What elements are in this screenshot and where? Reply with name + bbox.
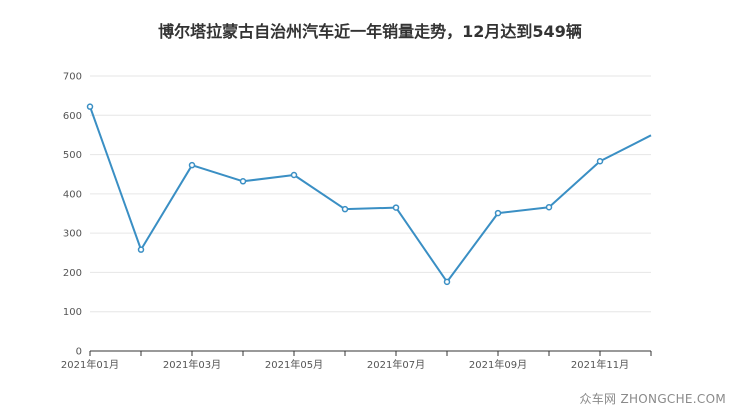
data-point <box>443 278 451 286</box>
y-tick-label: 500 <box>63 150 82 161</box>
x-tick-label: 2021年11月 <box>571 358 629 371</box>
x-tick-label: 2021年09月 <box>469 358 527 371</box>
data-point <box>494 209 502 217</box>
chart-title: 博尔塔拉蒙古自治州汽车近一年销量走势，12月达到549辆 <box>158 22 582 41</box>
data-point <box>341 205 349 213</box>
data-point <box>290 171 298 179</box>
data-point <box>392 204 400 211</box>
x-tick-label: 2021年01月 <box>61 358 119 371</box>
y-tick-label: 0 <box>76 347 82 358</box>
x-tick-label: 2021年07月 <box>367 358 425 371</box>
x-tick-label: 2021年03月 <box>163 358 221 371</box>
data-point <box>86 103 94 110</box>
y-tick-label: 100 <box>63 307 82 318</box>
y-tick-label: 700 <box>63 72 82 83</box>
y-tick-label: 400 <box>63 189 82 200</box>
data-point <box>596 158 604 165</box>
series-line <box>89 106 652 283</box>
y-tick-label: 200 <box>63 268 82 279</box>
y-tick-label: 300 <box>63 229 82 240</box>
data-point <box>188 161 196 169</box>
watermark: 众车网 ZHONGCHE.COM <box>579 392 726 406</box>
x-tick-label: 2021年05月 <box>265 358 323 371</box>
y-tick-label: 600 <box>63 111 82 122</box>
data-point <box>137 246 145 253</box>
data-point <box>239 178 247 185</box>
data-point <box>545 203 553 211</box>
